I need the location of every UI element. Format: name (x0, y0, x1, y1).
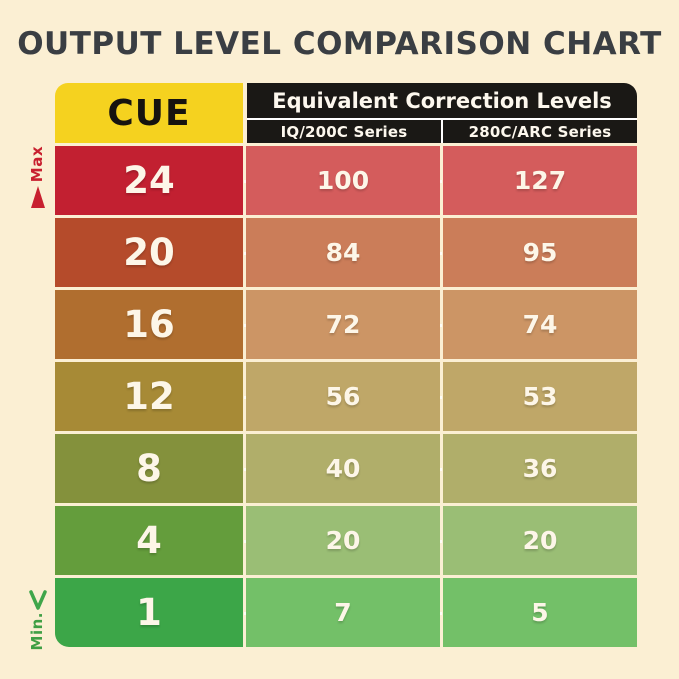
iq200c-cell: 84 (246, 218, 440, 287)
iq200c-value: 56 (325, 382, 361, 411)
cue-cell: 1 (55, 578, 243, 647)
dotted-leader-line (375, 251, 507, 255)
iq200c-value: 72 (325, 310, 361, 339)
cue-column-header: CUE (55, 83, 243, 143)
dotted-leader-line (375, 611, 507, 615)
table-row: 4 20 20 (55, 506, 637, 575)
dotted-leader-line (375, 467, 507, 471)
axis-max-label: Max (28, 146, 46, 183)
280carc-value: 53 (522, 382, 558, 411)
280carc-cell: 95 (443, 218, 637, 287)
280carc-value: 127 (513, 166, 567, 195)
cue-value: 4 (136, 519, 162, 562)
iq200c-cell: 7 (246, 578, 440, 647)
iq200c-value: 40 (325, 454, 361, 483)
table-row: 8 40 36 (55, 434, 637, 503)
280carc-value: 5 (531, 598, 549, 627)
iq200c-value: 7 (334, 598, 352, 627)
280carc-cell: 53 (443, 362, 637, 431)
correction-levels-header: Equivalent Correction Levels IQ/200C Ser… (247, 83, 637, 143)
280carc-cell: 127 (443, 146, 637, 215)
280carc-cell: 36 (443, 434, 637, 503)
dotted-leader-line (375, 395, 507, 399)
table-row: 12 56 53 (55, 362, 637, 431)
iq200c-cell: 56 (246, 362, 440, 431)
cue-cell: 8 (55, 434, 243, 503)
cue-value: 1 (136, 591, 162, 634)
cue-value: 16 (123, 303, 175, 346)
iq200c-cell: 40 (246, 434, 440, 503)
cue-value: 24 (123, 159, 175, 202)
table-header: CUE Equivalent Correction Levels IQ/200C… (55, 83, 637, 143)
iq200c-value: 100 (316, 166, 370, 195)
column-divider (441, 120, 443, 143)
iq200c-value: 84 (325, 238, 361, 267)
iq200c-cell: 72 (246, 290, 440, 359)
iq200c-value: 20 (325, 526, 361, 555)
comparison-table: CUE Equivalent Correction Levels IQ/200C… (55, 83, 637, 647)
dotted-leader-line (375, 179, 507, 183)
axis-min-label: Min. (28, 612, 46, 651)
280carc-value: 36 (522, 454, 558, 483)
cue-value: 8 (136, 447, 162, 490)
cue-cell: 24 (55, 146, 243, 215)
280carc-value: 20 (522, 526, 558, 555)
table-row: 1 7 5 (55, 578, 637, 647)
table-row: 16 72 74 (55, 290, 637, 359)
280carc-cell: 5 (443, 578, 637, 647)
cue-value: 12 (123, 375, 175, 418)
table-body: 24 100 127 20 84 95 (55, 146, 637, 647)
cue-cell: 16 (55, 290, 243, 359)
cue-cell: 20 (55, 218, 243, 287)
iq200c-cell: 100 (246, 146, 440, 215)
table-row: 20 84 95 (55, 218, 637, 287)
cue-cell: 12 (55, 362, 243, 431)
iq200c-cell: 20 (246, 506, 440, 575)
group-header-label: Equivalent Correction Levels (247, 83, 637, 120)
col-header-280carc: 280C/ARC Series (468, 122, 612, 141)
dotted-leader-line (375, 539, 507, 543)
col-header-iq200c: IQ/200C Series (280, 122, 408, 141)
280carc-value: 95 (522, 238, 558, 267)
cue-value: 20 (123, 231, 175, 274)
280carc-cell: 74 (443, 290, 637, 359)
sub-header-row: IQ/200C Series 280C/ARC Series (247, 120, 637, 143)
cue-cell: 4 (55, 506, 243, 575)
dotted-leader-line (375, 323, 507, 327)
minmax-arrow-icon (29, 186, 47, 610)
280carc-cell: 20 (443, 506, 637, 575)
table-row: 24 100 127 (55, 146, 637, 215)
280carc-value: 74 (522, 310, 558, 339)
page-title: OUTPUT LEVEL COMPARISON CHART (17, 26, 662, 62)
